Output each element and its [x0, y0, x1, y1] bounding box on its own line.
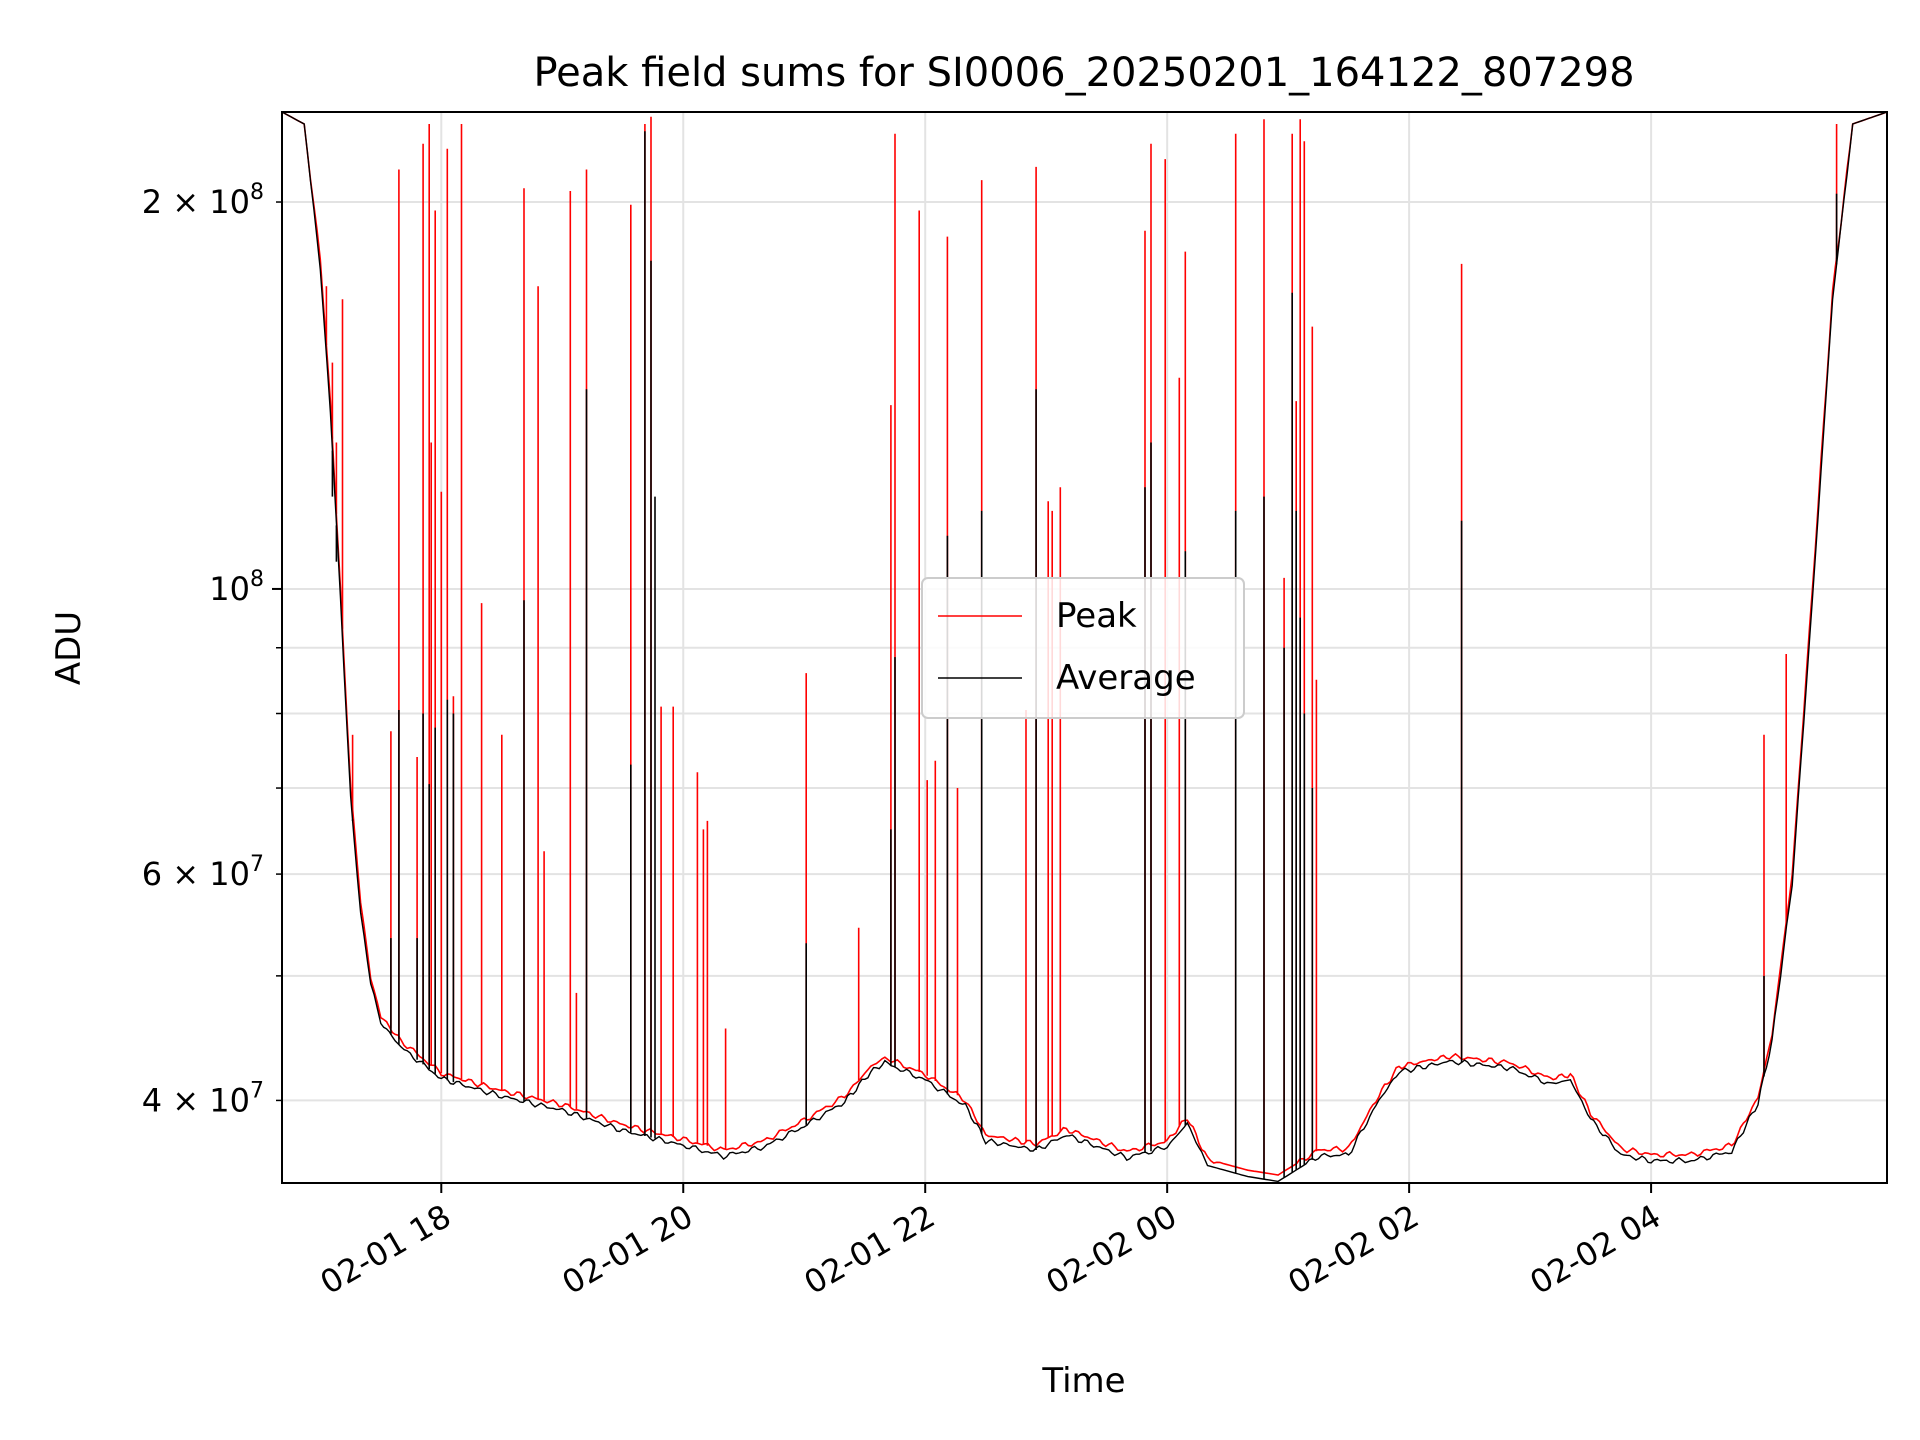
y-tick-label: 4 × 107	[142, 1078, 264, 1119]
legend-box	[921, 577, 1245, 719]
y-tick-label: 6 × 107	[142, 852, 264, 893]
x-tick-label: 02-02 00	[1040, 1197, 1184, 1302]
series-line-peak	[281, 111, 1888, 1176]
series-layer	[281, 111, 1888, 1183]
y-tick-label: 2 × 108	[142, 180, 264, 221]
y-axis-label: ADU	[49, 611, 89, 685]
x-tick-label: 02-02 04	[1523, 1197, 1667, 1302]
y-tick-label: 108	[209, 567, 264, 608]
x-tick-label: 02-02 02	[1282, 1197, 1426, 1302]
legend-label-average: Average	[1056, 658, 1196, 698]
x-tick-label: 02-01 20	[556, 1197, 700, 1302]
x-axis-label: Time	[1041, 1361, 1125, 1401]
legend: Peak Average	[921, 577, 1245, 719]
ticks: 02-01 18 02-01 20 02-01 22 02-02 00 02-02 02…	[142, 180, 1667, 1302]
series-line-average	[281, 111, 1888, 1183]
chart-title: Peak field sums for SI0006_20250201_1641…	[533, 50, 1634, 96]
x-tick-label: 02-01 22	[798, 1197, 942, 1302]
legend-label-peak: Peak	[1056, 596, 1137, 636]
series-average	[281, 111, 1888, 1183]
x-tick-label: 02-01 18	[314, 1197, 458, 1302]
